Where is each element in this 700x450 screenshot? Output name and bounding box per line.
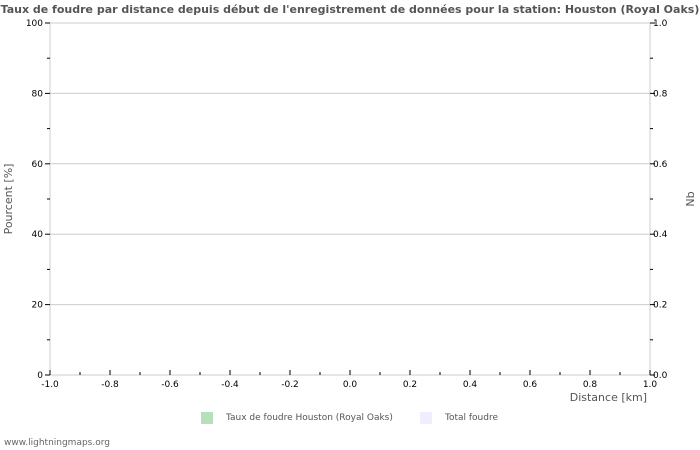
legend-swatch-total (420, 412, 432, 424)
chart-title: Taux de foudre par distance depuis début… (0, 3, 700, 16)
y-left-tick-label: 60 (32, 160, 44, 170)
plot-border (49, 22, 651, 376)
legend-item-total: Total foudre (420, 412, 498, 424)
y-axis-right-title: Nb (684, 191, 697, 206)
x-tick-label: -0.6 (161, 380, 179, 390)
y-left-tick-label: 40 (32, 230, 44, 240)
grid-lines (50, 92, 650, 306)
y-left-tick-label: 20 (32, 301, 44, 311)
y-right-tick-label: 1.0 (653, 19, 668, 29)
x-tick-label: 0.4 (463, 380, 478, 390)
y-axis-left-title: Pourcent [%] (2, 164, 15, 235)
x-tick-label: -0.8 (101, 380, 119, 390)
legend-label-station: Taux de foudre Houston (Royal Oaks) (226, 413, 393, 423)
y-left-tick-label: 100 (26, 19, 43, 29)
footer-credit: www.lightningmaps.org (4, 438, 110, 448)
x-axis-title: Distance [km] (570, 391, 647, 404)
x-tick-label: -0.4 (221, 380, 239, 390)
y-left-tick-label: 0 (37, 371, 43, 381)
x-tick-label: 0.8 (583, 380, 598, 390)
axis-labels: 0 0.0 20 0.2 40 0.4 60 0.6 80 0.8 100 1.0 -1.0 -0.8 -0… (26, 19, 668, 390)
y-right-tick-label: 0.8 (653, 89, 668, 99)
x-tick-label: 0.6 (523, 380, 538, 390)
x-tick-label: -0.2 (281, 380, 299, 390)
x-tick-label: 0.0 (343, 380, 358, 390)
x-tick-label: -1.0 (41, 380, 59, 390)
y-right-tick-label: 0.2 (653, 301, 667, 311)
y-right-tick-label: 0.4 (653, 230, 668, 240)
legend-item-station: Taux de foudre Houston (Royal Oaks) (201, 412, 393, 424)
legend-swatch-station (201, 412, 213, 424)
axis-ticks (45, 22, 655, 376)
x-tick-label: 1.0 (643, 380, 658, 390)
y-right-tick-label: 0.0 (653, 371, 668, 381)
y-left-tick-label: 80 (32, 89, 44, 99)
legend-label-total: Total foudre (445, 413, 499, 423)
y-right-tick-label: 0.6 (653, 160, 668, 170)
x-tick-label: 0.2 (403, 380, 417, 390)
